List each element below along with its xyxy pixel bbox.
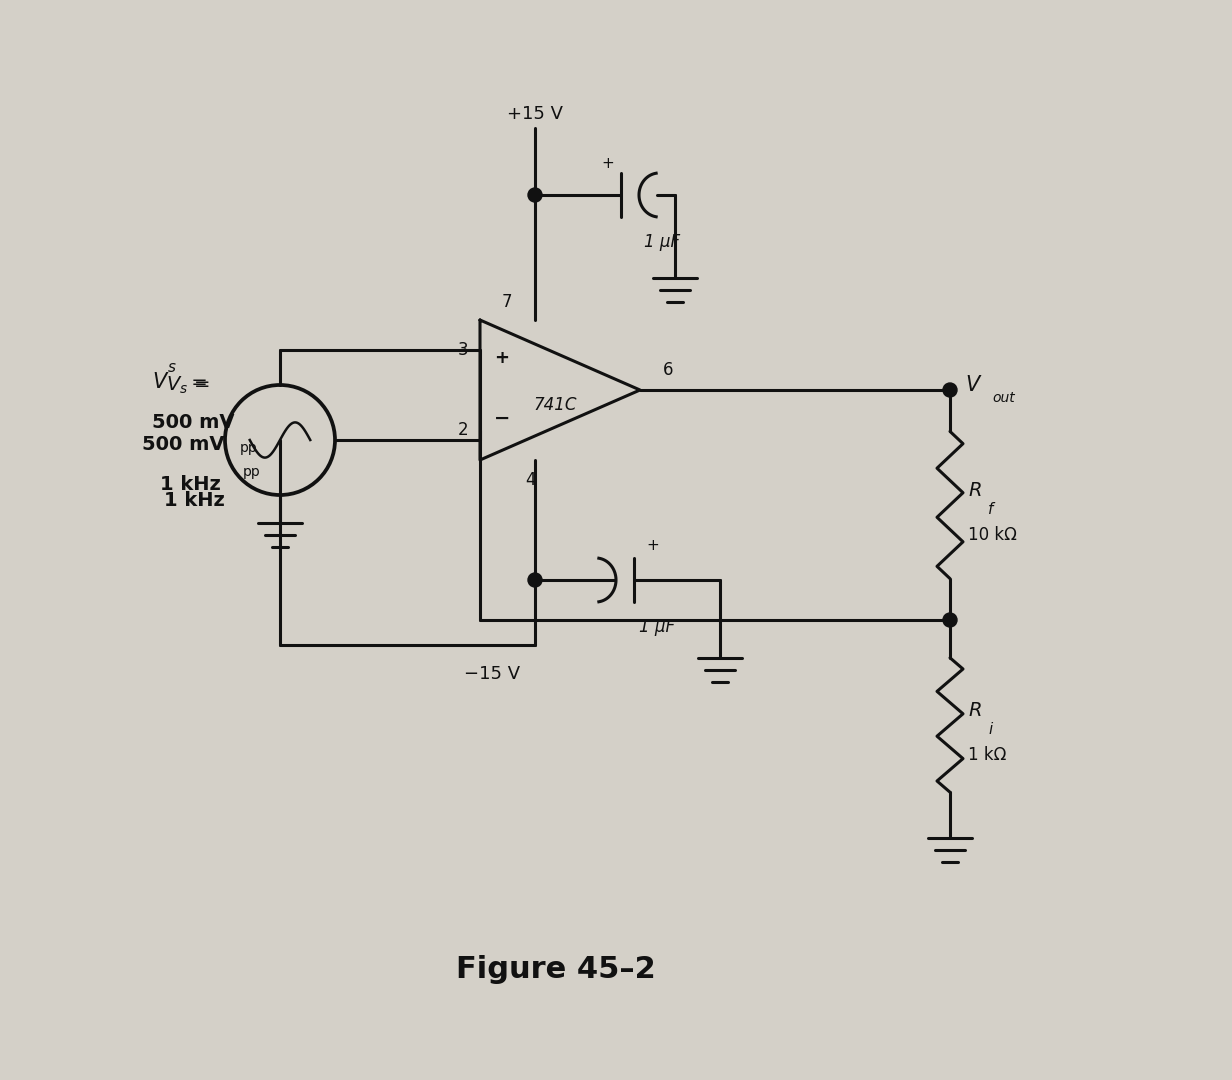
Text: 500 mV: 500 mV [143, 435, 225, 455]
Text: +: + [494, 349, 510, 367]
Text: pp: pp [243, 465, 260, 480]
Text: 10 kΩ: 10 kΩ [968, 526, 1016, 544]
Text: s: s [168, 361, 176, 376]
Text: i: i [988, 723, 992, 738]
Text: $V_s$ =: $V_s$ = [166, 375, 209, 395]
Text: =: = [185, 373, 208, 391]
Text: f: f [988, 502, 993, 517]
Circle shape [529, 573, 542, 588]
Text: +: + [647, 538, 659, 553]
Text: out: out [992, 391, 1015, 405]
Text: Figure 45–2: Figure 45–2 [456, 956, 655, 985]
Text: 7: 7 [501, 293, 513, 311]
Text: 1 μF: 1 μF [639, 618, 675, 636]
Text: 741C: 741C [533, 396, 577, 414]
Text: 2: 2 [457, 421, 468, 438]
Circle shape [942, 613, 957, 627]
Circle shape [942, 383, 957, 397]
Text: +15 V: +15 V [508, 105, 563, 123]
Text: R: R [968, 481, 982, 499]
Text: pp: pp [240, 441, 257, 455]
Text: 1 kHz: 1 kHz [164, 490, 225, 510]
Text: V: V [965, 375, 979, 395]
Text: −: − [494, 408, 510, 428]
Text: V: V [152, 372, 166, 392]
Text: +: + [601, 156, 615, 171]
Text: −15 V: −15 V [464, 665, 520, 683]
Text: 1 kHz: 1 kHz [160, 475, 221, 495]
Text: 3: 3 [457, 341, 468, 359]
Text: 1 μF: 1 μF [644, 233, 680, 251]
Text: R: R [968, 701, 982, 719]
Text: 500 mV: 500 mV [152, 413, 234, 432]
Text: 1 kΩ: 1 kΩ [968, 746, 1007, 764]
Circle shape [529, 188, 542, 202]
Text: 6: 6 [663, 361, 673, 379]
Text: 4: 4 [525, 471, 535, 489]
